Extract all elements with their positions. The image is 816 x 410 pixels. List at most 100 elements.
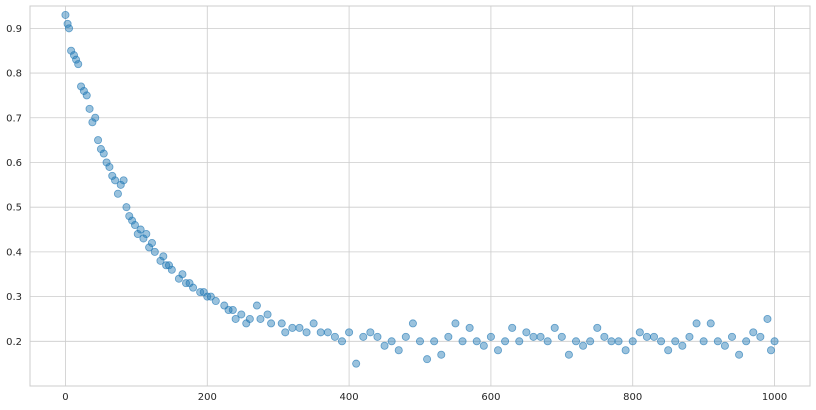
data-point <box>593 323 602 332</box>
data-point <box>302 328 311 337</box>
data-point <box>108 171 117 180</box>
data-point <box>91 113 100 122</box>
data-point <box>67 46 76 55</box>
data-point <box>79 86 88 95</box>
data-point <box>493 346 502 355</box>
data-point <box>281 328 290 337</box>
data-point <box>550 323 559 332</box>
data-point <box>111 176 120 185</box>
data-point <box>437 350 446 359</box>
data-point <box>621 346 630 355</box>
y-tick-label: 0.9 <box>6 24 22 35</box>
data-point <box>657 337 666 346</box>
data-point <box>664 346 673 355</box>
data-point <box>136 225 145 234</box>
data-point <box>237 310 246 319</box>
data-point <box>749 328 758 337</box>
data-point <box>671 337 680 346</box>
data-point <box>465 323 474 332</box>
data-point <box>82 91 91 100</box>
data-point <box>156 256 165 265</box>
data-point <box>401 332 410 341</box>
data-point <box>586 337 595 346</box>
data-point <box>330 332 339 341</box>
data-point <box>486 332 495 341</box>
data-point <box>94 136 103 145</box>
plot-frame <box>29 5 811 387</box>
data-point <box>224 305 233 314</box>
data-point <box>159 252 168 261</box>
data-point <box>635 328 644 337</box>
grid <box>30 6 810 386</box>
data-point <box>423 355 432 364</box>
data-point <box>63 19 72 28</box>
x-tick-label: 600 <box>481 392 500 403</box>
data-point <box>316 328 325 337</box>
data-point <box>720 341 729 350</box>
data-point <box>263 310 272 319</box>
data-point <box>72 55 81 64</box>
y-tick-label: 0.5 <box>6 203 22 214</box>
data-point <box>543 337 552 346</box>
data-point <box>323 328 332 337</box>
data-point <box>444 332 453 341</box>
data-point <box>295 323 304 332</box>
data-point <box>767 346 776 355</box>
data-point <box>607 337 616 346</box>
data-point <box>430 337 439 346</box>
data-points <box>61 10 779 368</box>
y-tick-label: 0.7 <box>6 113 22 124</box>
data-point <box>199 288 208 297</box>
data-point <box>366 328 375 337</box>
data-point <box>65 24 74 33</box>
data-point <box>125 212 134 221</box>
data-point <box>85 104 94 113</box>
data-point <box>508 323 517 332</box>
data-point <box>352 359 361 368</box>
data-point <box>228 305 237 314</box>
data-point <box>742 337 751 346</box>
data-point <box>122 203 131 212</box>
data-point <box>735 350 744 359</box>
data-point <box>178 270 187 279</box>
tick-labels: 0 200 400 600 800 1000 0.2 0.3 0.4 0.5 0.6 0.7 0.8 0.… <box>6 24 787 403</box>
x-tick-label: 0 <box>62 392 68 403</box>
x-tick-label: 200 <box>198 392 217 403</box>
data-point <box>380 341 389 350</box>
data-point <box>472 337 481 346</box>
data-point <box>713 337 722 346</box>
data-point <box>373 332 382 341</box>
data-point <box>529 332 538 341</box>
y-tick-label: 0.8 <box>6 69 22 80</box>
data-point <box>515 337 524 346</box>
data-point <box>211 297 220 306</box>
data-point <box>501 337 510 346</box>
data-point <box>133 229 142 238</box>
data-point <box>387 337 396 346</box>
data-point <box>650 332 659 341</box>
data-point <box>119 176 128 185</box>
data-point <box>252 301 261 310</box>
y-tick-label: 0.2 <box>6 337 22 348</box>
data-point <box>185 279 194 288</box>
data-point <box>167 265 176 274</box>
data-point <box>699 337 708 346</box>
data-point <box>147 238 156 247</box>
y-tick-label: 0.6 <box>6 158 22 169</box>
data-point <box>130 221 139 230</box>
data-point <box>359 332 368 341</box>
data-point <box>105 162 114 171</box>
data-point <box>99 149 108 158</box>
data-point <box>277 319 286 328</box>
data-point <box>206 292 215 301</box>
data-point <box>139 234 148 243</box>
data-point <box>96 145 105 154</box>
data-point <box>557 332 566 341</box>
data-point <box>770 337 779 346</box>
data-point <box>415 337 424 346</box>
data-point <box>579 341 588 350</box>
data-point <box>479 341 488 350</box>
data-point <box>150 247 159 256</box>
data-point <box>345 328 354 337</box>
